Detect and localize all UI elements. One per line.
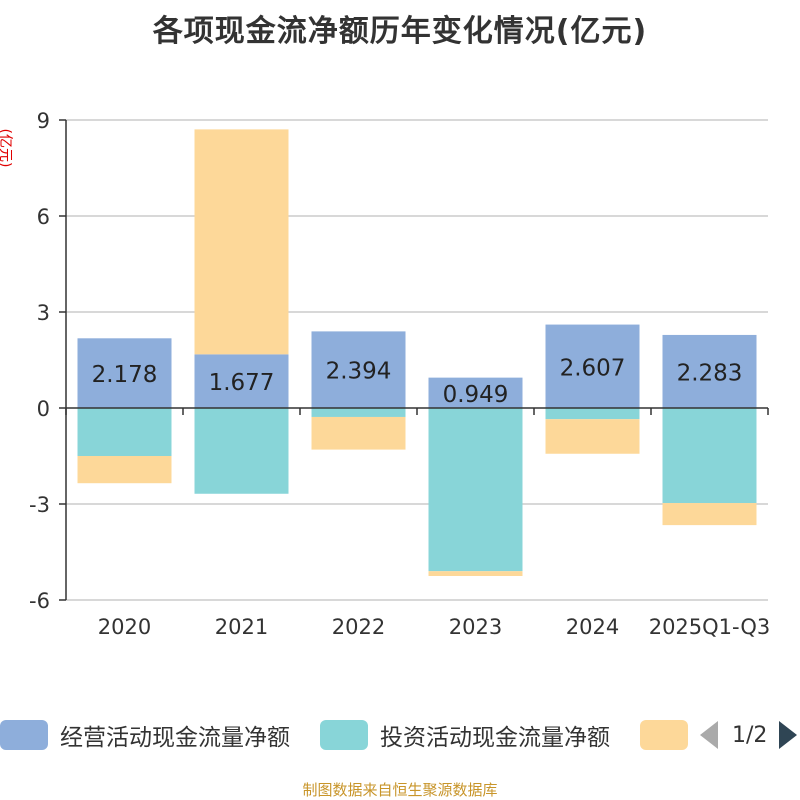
- legend-label-operating: 经营活动现金流量净额: [60, 725, 290, 751]
- x-tick-label: 2022: [332, 615, 385, 639]
- legend-next-arrow-icon[interactable]: [779, 721, 798, 749]
- y-tick-label: -6: [29, 589, 50, 613]
- bar-series2-2025Q1-Q3: [662, 503, 757, 526]
- bar-series1-2020: [77, 408, 172, 456]
- legend-prev-arrow-icon[interactable]: [700, 721, 718, 749]
- data-label: 0.949: [443, 382, 509, 408]
- legend-item-financing[interactable]: [640, 718, 700, 752]
- legend-item-investing[interactable]: 投资活动现金流量净额: [320, 718, 610, 752]
- data-label: 2.178: [92, 362, 158, 388]
- data-source-note: 制图数据来自恒生聚源数据库: [302, 781, 498, 799]
- legend-swatch-investing: [320, 720, 368, 750]
- bar-series2-2021: [194, 129, 289, 355]
- bar-series1-2024: [545, 408, 640, 420]
- data-label: 2.607: [560, 355, 626, 381]
- bar-series2-2020: [77, 456, 172, 484]
- data-label: 1.677: [209, 370, 275, 396]
- legend-swatch-operating: [0, 720, 48, 750]
- bar-series2-2023: [428, 571, 523, 576]
- x-tick-label: 2025Q1-Q3: [649, 615, 771, 639]
- bar-series0-2023: [428, 377, 523, 408]
- x-tick-label: 2024: [566, 615, 619, 639]
- bar-series0-2025Q1-Q3: [662, 334, 757, 408]
- data-label: 2.394: [326, 359, 392, 385]
- legend-swatch-financing: [640, 720, 688, 750]
- x-tick-label: 2023: [449, 615, 502, 639]
- y-tick-label: 6: [37, 205, 50, 229]
- bar-series1-2023: [428, 408, 523, 572]
- bar-series0-2022: [311, 331, 406, 408]
- legend-page-indicator: 1/2: [732, 722, 768, 748]
- y-tick-label: 3: [37, 301, 50, 325]
- bar-series1-2021: [194, 408, 289, 494]
- bar-series1-2022: [311, 408, 406, 417]
- legend-item-operating[interactable]: 经营活动现金流量净额: [0, 718, 290, 752]
- x-tick-label: 2021: [215, 615, 268, 639]
- y-tick-label: -3: [29, 493, 50, 517]
- legend-label-investing: 投资活动现金流量净额: [380, 725, 610, 751]
- chart-title: 各项现金流净额历年变化情况(亿元): [152, 14, 648, 49]
- bar-series2-2024: [545, 419, 640, 454]
- y-tick-label: 9: [37, 109, 50, 133]
- bar-series0-2021: [194, 354, 289, 408]
- y-tick-label: 0: [37, 397, 50, 421]
- data-label: 2.283: [677, 360, 743, 386]
- bar-series2-2022: [311, 416, 406, 450]
- x-tick-label: 2020: [98, 615, 151, 639]
- bar-series1-2025Q1-Q3: [662, 408, 757, 504]
- bar-series0-2020: [77, 338, 172, 408]
- legend-pager: 1/2: [700, 718, 798, 752]
- bar-series0-2024: [545, 324, 640, 408]
